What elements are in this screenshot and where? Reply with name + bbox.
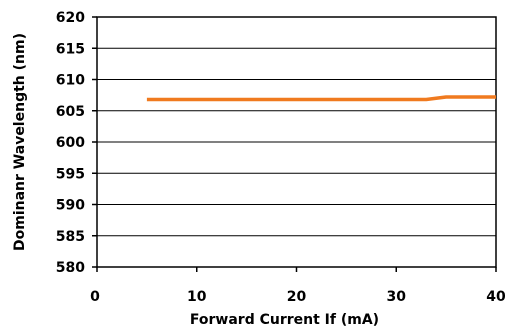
y-axis-ticks: 580 585 590 595 600 605 610 615 620 bbox=[56, 10, 97, 276]
y-axis-label: Dominanr Wavelength (nm) bbox=[12, 33, 28, 251]
y-tick-label: 600 bbox=[56, 135, 85, 151]
x-tick-label: 40 bbox=[486, 289, 505, 305]
y-tick-label: 615 bbox=[56, 41, 85, 57]
x-tick-label: 30 bbox=[387, 289, 407, 305]
x-tick-label: 0 bbox=[90, 289, 100, 305]
y-tick-label: 605 bbox=[56, 104, 85, 120]
y-tick-label: 620 bbox=[56, 10, 85, 26]
y-tick-label: 585 bbox=[56, 229, 85, 245]
y-tick-label: 580 bbox=[56, 260, 85, 276]
series-line-0 bbox=[146, 95, 496, 102]
x-tick-label: 20 bbox=[287, 289, 307, 305]
grid-lines bbox=[97, 47, 496, 237]
y-tick-label: 590 bbox=[56, 198, 85, 214]
x-tick-label: 10 bbox=[187, 289, 207, 305]
x-axis-ticks: 0 10 20 30 40 bbox=[90, 267, 505, 305]
y-tick-label: 595 bbox=[56, 166, 85, 182]
y-tick-label: 610 bbox=[56, 73, 85, 89]
x-axis-label: Forward Current If (mA) bbox=[190, 312, 379, 328]
series-group bbox=[146, 95, 496, 102]
